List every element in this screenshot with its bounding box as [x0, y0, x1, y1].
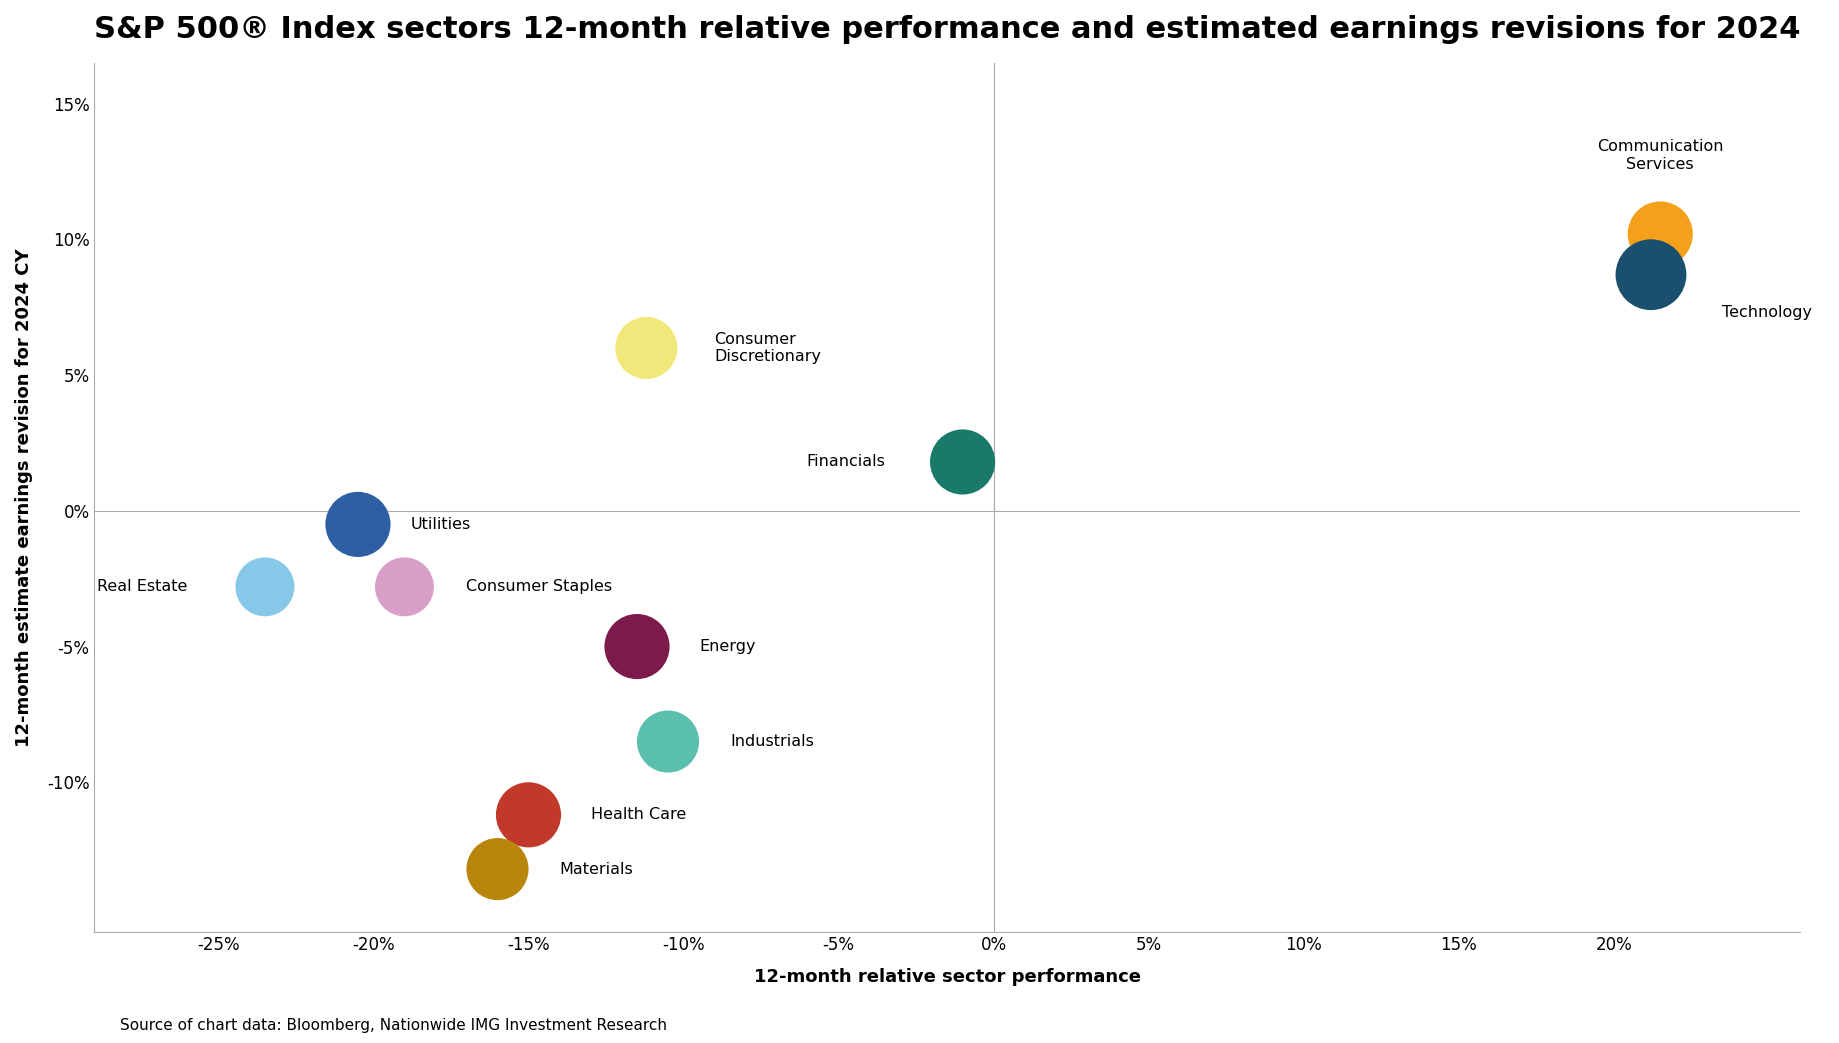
Text: Energy: Energy — [699, 639, 756, 654]
Text: Communication
Services: Communication Services — [1596, 139, 1723, 171]
Point — [653, 733, 682, 750]
Text: S&P 500® Index sectors 12-month relative performance and estimated earnings revi: S&P 500® Index sectors 12-month relative… — [94, 15, 1800, 44]
Text: Health Care: Health Care — [590, 807, 686, 822]
Point — [622, 638, 651, 655]
Text: Real Estate: Real Estate — [97, 579, 188, 595]
Text: Industrials: Industrials — [730, 734, 813, 749]
Point — [250, 579, 280, 596]
Text: Technology: Technology — [1721, 306, 1811, 320]
Y-axis label: 12-month estimate earnings revision for 2024 CY: 12-month estimate earnings revision for … — [15, 248, 33, 747]
Text: Utilities: Utilities — [410, 517, 471, 532]
Point — [631, 340, 660, 357]
Point — [1635, 266, 1664, 283]
Text: Consumer
Discretionary: Consumer Discretionary — [714, 332, 820, 364]
Point — [344, 516, 373, 533]
Point — [947, 454, 977, 470]
Point — [1644, 225, 1673, 242]
X-axis label: 12-month relative sector performance: 12-month relative sector performance — [754, 968, 1140, 987]
Text: Materials: Materials — [559, 862, 633, 876]
Point — [482, 860, 511, 877]
Point — [513, 806, 543, 823]
Text: Financials: Financials — [805, 455, 885, 469]
Point — [390, 579, 419, 596]
Text: Source of chart data: Bloomberg, Nationwide IMG Investment Research: Source of chart data: Bloomberg, Nationw… — [120, 1018, 666, 1033]
Text: Consumer Staples: Consumer Staples — [467, 579, 612, 595]
